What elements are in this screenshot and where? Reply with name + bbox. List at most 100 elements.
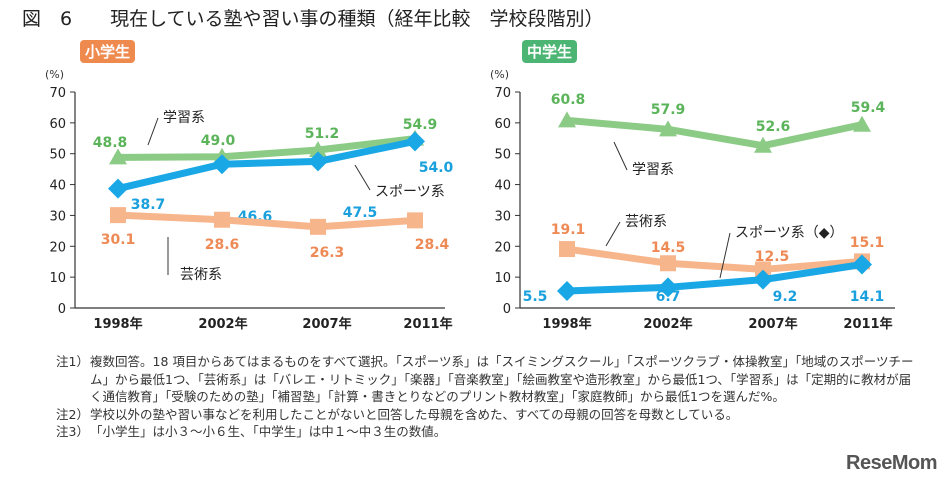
- y-tick-label: 50: [49, 148, 66, 163]
- note-text: 複数回答。18 項目からあてはまるものをすべて選択。「スポーツ系」は「スイミング…: [90, 354, 914, 404]
- y-tick-label: 20: [494, 240, 511, 255]
- leader-line: [613, 141, 628, 171]
- series-line-study: [566, 116, 863, 150]
- y-tick-label: 50: [494, 148, 511, 163]
- x-tick-label: 1998年: [93, 316, 142, 332]
- x-tick-label: 2007年: [748, 316, 797, 332]
- triangle-marker: [659, 120, 677, 137]
- data-label: 57.9: [651, 102, 686, 118]
- y-tick-label: 20: [49, 240, 66, 255]
- y-tick-label: 30: [49, 209, 66, 224]
- data-label: 9.2: [773, 289, 798, 305]
- series-line-study: [117, 135, 416, 161]
- series-name-label: スポーツ系: [375, 184, 445, 200]
- notes: 注1） 複数回答。18 項目からあてはまるものをすべて選択。「スポーツ系」は「スイ…: [56, 353, 916, 441]
- series-name-label: スポーツ系（◆）: [735, 225, 844, 241]
- note-3: 注3） 「小学生」は小３〜小６生、「中学生」は中１〜中３生の数値。: [56, 423, 916, 441]
- data-label: 28.6: [205, 237, 240, 253]
- series-line-sports: [117, 137, 416, 192]
- x-tick-label: 2011年: [843, 316, 892, 332]
- x-tick-label: 2002年: [198, 316, 247, 332]
- leader-line: [147, 117, 159, 146]
- figure-title: 図 6 現在している塾や習い事の種類（経年比較 学校段階別）: [22, 8, 604, 30]
- series-name-label: 芸術系: [180, 267, 222, 283]
- diamond-marker: [212, 154, 232, 175]
- y-tick-label: 0: [58, 302, 66, 317]
- square-marker: [110, 207, 126, 224]
- note-1: 注1） 複数回答。18 項目からあてはまるものをすべて選択。「スポーツ系」は「スイ…: [56, 353, 916, 406]
- diamond-marker: [852, 254, 872, 275]
- y-tick-label: 0: [503, 302, 511, 317]
- data-label: 30.1: [101, 232, 136, 248]
- y-tick-label: 10: [494, 271, 511, 286]
- diamond-marker: [658, 277, 678, 298]
- data-label: 12.5: [755, 249, 790, 265]
- x-tick-label: 2011年: [403, 316, 452, 332]
- data-label: 19.1: [551, 222, 586, 238]
- data-label: 14.1: [850, 289, 885, 305]
- data-label: 51.2: [305, 126, 340, 142]
- x-tick-label: 2007年: [302, 316, 351, 332]
- data-label: 54.9: [403, 117, 438, 133]
- series-name-label: 芸術系: [625, 214, 667, 230]
- series-line-arts: [117, 211, 416, 231]
- triangle-marker: [754, 136, 772, 153]
- triangle-marker: [558, 111, 576, 128]
- data-label: 59.4: [851, 100, 886, 116]
- square-marker: [214, 211, 230, 228]
- diamond-marker: [557, 281, 577, 302]
- y-axis-unit: (%): [490, 68, 509, 81]
- x-tick-label: 2002年: [643, 316, 692, 332]
- y-tick-label: 30: [494, 209, 511, 224]
- series-line-arts: [566, 245, 863, 273]
- leader-line: [719, 232, 731, 279]
- leader-line: [605, 221, 621, 247]
- data-label: 15.1: [850, 235, 885, 251]
- y-axis-unit: (%): [45, 68, 64, 81]
- charts-svg: (%) 0 10 20 30 40 50 60 70 1998年 2002年 2007年 2011年 48…: [45, 68, 895, 332]
- square-marker: [559, 241, 575, 258]
- note-text: 学校以外の塾や習い事などを利用したことがないと回答した母親を含めた、すべての母親…: [90, 406, 739, 422]
- y-tick-label: 70: [494, 86, 511, 101]
- triangle-marker: [309, 141, 327, 158]
- data-label: 14.5: [651, 240, 686, 256]
- data-label: 47.5: [343, 205, 378, 221]
- square-marker: [660, 255, 676, 272]
- square-marker: [407, 212, 423, 229]
- resemom-logo: ReseMom: [846, 452, 937, 474]
- data-label: 6.7: [656, 289, 681, 305]
- data-label: 26.3: [310, 245, 345, 261]
- data-label: 5.5: [523, 289, 548, 305]
- badge-junior-high: 中学生: [522, 40, 578, 63]
- data-label: 49.0: [201, 133, 236, 149]
- data-label: 52.6: [756, 119, 791, 135]
- data-label: 38.7: [131, 197, 166, 213]
- note-key: 注3）: [56, 424, 89, 439]
- y-tick-label: 40: [494, 179, 511, 194]
- note-text: 「小学生」は小３〜小６生、「中学生」は中１〜中３生の数値。: [90, 424, 447, 439]
- data-label: 48.8: [93, 135, 128, 151]
- series-line-sports: [566, 261, 863, 295]
- diamond-marker: [753, 269, 773, 290]
- triangle-marker: [853, 115, 871, 132]
- badge-elementary: 小学生: [80, 40, 136, 63]
- note-key: 注2）: [56, 406, 89, 422]
- data-label: 28.4: [415, 237, 450, 253]
- y-tick-label: 70: [49, 86, 66, 101]
- leader-line: [354, 164, 371, 191]
- triangle-marker: [109, 148, 127, 165]
- y-tick-label: 40: [49, 179, 66, 194]
- x-tick-label: 1998年: [542, 316, 591, 332]
- series-name-label: 学習系: [163, 110, 205, 126]
- series-name-label: 学習系: [632, 162, 674, 178]
- diamond-marker: [108, 178, 128, 199]
- note-2: 注2） 学校以外の塾や習い事などを利用したことがないと回答した母親を含めた、すべて…: [56, 406, 916, 424]
- diamond-marker: [308, 151, 328, 172]
- note-key: 注1）: [56, 354, 89, 369]
- y-tick-label: 60: [494, 117, 511, 132]
- data-label: 54.0: [419, 160, 454, 176]
- square-marker: [755, 261, 771, 278]
- diamond-marker: [405, 131, 425, 152]
- data-label: 60.8: [551, 92, 586, 108]
